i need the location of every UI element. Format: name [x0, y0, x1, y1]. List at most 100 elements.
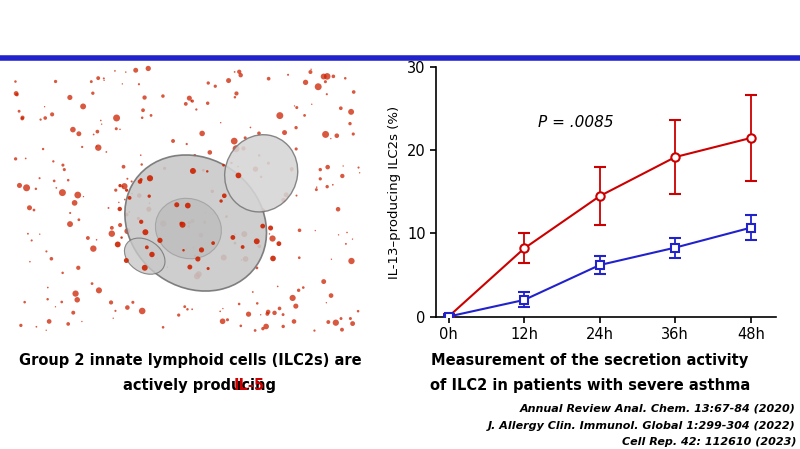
- Point: [345, 257, 358, 264]
- Point: [9, 78, 22, 85]
- Point: [109, 67, 122, 75]
- Point: [352, 308, 365, 315]
- Point: [290, 104, 303, 111]
- Point: [280, 191, 293, 198]
- Point: [286, 295, 299, 302]
- Point: [191, 255, 204, 263]
- Point: [196, 130, 209, 137]
- Point: [314, 175, 326, 182]
- Point: [190, 273, 203, 280]
- Text: Cell Rep. 42: 112610 (2023): Cell Rep. 42: 112610 (2023): [622, 437, 796, 447]
- Point: [312, 83, 325, 90]
- Point: [192, 271, 205, 278]
- Point: [40, 248, 53, 255]
- Point: [87, 245, 100, 252]
- Point: [199, 209, 212, 216]
- Point: [106, 230, 118, 237]
- Point: [238, 230, 250, 238]
- Point: [42, 284, 54, 291]
- Point: [335, 326, 348, 333]
- Point: [90, 143, 103, 150]
- Point: [123, 208, 136, 216]
- Point: [222, 77, 235, 84]
- Point: [63, 94, 76, 101]
- Point: [67, 309, 80, 316]
- Point: [257, 325, 270, 332]
- Point: [143, 193, 156, 200]
- Point: [110, 114, 123, 122]
- Point: [92, 75, 105, 82]
- Point: [186, 217, 199, 224]
- Point: [98, 77, 110, 84]
- Point: [249, 327, 262, 334]
- Point: [132, 215, 145, 222]
- Point: [138, 264, 151, 271]
- Point: [182, 223, 195, 230]
- Point: [293, 227, 306, 234]
- Point: [22, 230, 34, 238]
- Point: [345, 108, 358, 115]
- Point: [217, 305, 230, 312]
- Text: Group 2 innate lymphoid cells (ILC2s) are: Group 2 innate lymphoid cells (ILC2s) ar…: [18, 353, 362, 369]
- Point: [206, 239, 219, 247]
- Point: [49, 303, 62, 310]
- Point: [306, 101, 318, 108]
- Point: [121, 175, 134, 182]
- Point: [314, 166, 326, 173]
- Point: [182, 202, 194, 209]
- Point: [71, 191, 84, 198]
- Point: [330, 132, 343, 139]
- Point: [37, 145, 50, 153]
- Point: [214, 198, 227, 205]
- Point: [134, 178, 146, 185]
- Point: [334, 315, 347, 322]
- Point: [246, 288, 259, 295]
- Point: [319, 78, 332, 85]
- Point: [142, 65, 154, 72]
- Point: [110, 125, 122, 132]
- Point: [153, 245, 166, 252]
- Point: [233, 68, 246, 75]
- Point: [86, 280, 98, 287]
- Point: [55, 299, 68, 306]
- Point: [202, 79, 214, 87]
- Point: [262, 159, 275, 167]
- Point: [23, 204, 36, 211]
- Point: [235, 256, 248, 264]
- Point: [310, 184, 323, 191]
- Point: [134, 176, 147, 183]
- Point: [308, 327, 321, 334]
- Point: [126, 178, 138, 185]
- Point: [139, 229, 152, 236]
- Point: [134, 152, 147, 159]
- Point: [341, 229, 354, 236]
- Point: [57, 162, 70, 169]
- Point: [73, 216, 86, 223]
- Point: [253, 130, 266, 137]
- Point: [232, 172, 245, 179]
- Point: [123, 194, 136, 202]
- Point: [185, 97, 198, 105]
- Point: [322, 163, 334, 171]
- Point: [262, 75, 275, 82]
- Point: [62, 176, 74, 184]
- Point: [93, 287, 106, 294]
- Point: [110, 187, 122, 194]
- Point: [27, 207, 40, 214]
- Point: [73, 130, 86, 137]
- Point: [114, 205, 126, 212]
- Point: [273, 240, 286, 247]
- Point: [299, 79, 312, 86]
- Point: [209, 83, 222, 90]
- Point: [137, 107, 150, 114]
- Point: [85, 78, 98, 85]
- Point: [214, 119, 227, 126]
- Point: [319, 131, 332, 138]
- Point: [102, 204, 115, 211]
- Point: [325, 135, 338, 142]
- Point: [34, 116, 47, 123]
- Point: [116, 183, 129, 190]
- Point: [145, 112, 158, 119]
- Point: [10, 155, 22, 163]
- Point: [45, 255, 58, 262]
